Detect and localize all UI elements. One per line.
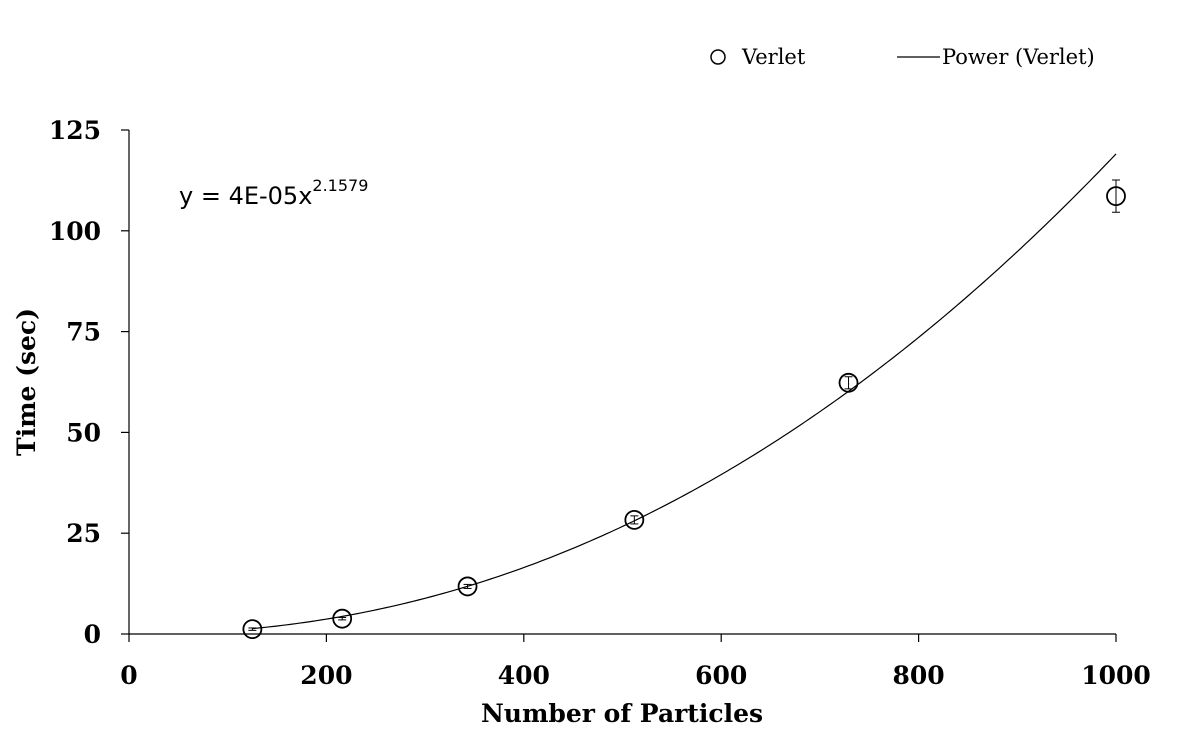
data-point-verlet xyxy=(838,372,859,393)
equation-exponent: 2.1579 xyxy=(312,176,368,195)
x-ticks: 0 200 400 600 800 1000 xyxy=(120,634,1151,690)
y-tick-label: 125 xyxy=(49,116,101,145)
x-axis-title: Number of Particles xyxy=(481,699,763,728)
data-point-verlet xyxy=(242,619,263,640)
legend-label-verlet: Verlet xyxy=(741,45,806,69)
legend: Verlet Power (Verlet) xyxy=(710,45,1095,69)
x-tick-label: 600 xyxy=(695,661,747,690)
trendline-power xyxy=(252,153,1117,630)
data-point-verlet xyxy=(457,576,478,597)
x-tick-label: 400 xyxy=(498,661,550,690)
x-tick-label: 800 xyxy=(893,661,945,690)
trendline-equation: y = 4E-05x2.1579 xyxy=(179,176,368,210)
axes xyxy=(128,130,1116,635)
data-point-verlet xyxy=(332,608,353,629)
x-tick-label: 0 xyxy=(120,661,137,690)
y-tick-label: 25 xyxy=(66,519,101,548)
x-tick-label: 200 xyxy=(300,661,352,690)
x-tick-label: 1000 xyxy=(1081,661,1151,690)
y-ticks: 0 25 50 75 100 125 xyxy=(49,116,129,649)
data-point-verlet xyxy=(624,509,645,530)
equation-base: y = 4E-05x xyxy=(179,182,312,210)
y-tick-label: 50 xyxy=(66,418,101,447)
legend-marker-verlet xyxy=(710,49,726,65)
y-axis-title: Time (sec) xyxy=(12,308,41,456)
y-tick-label: 0 xyxy=(84,620,101,649)
data-point-verlet xyxy=(1106,186,1126,207)
y-tick-label: 75 xyxy=(66,318,101,347)
legend-label-power: Power (Verlet) xyxy=(942,45,1095,69)
y-tick-label: 100 xyxy=(49,217,101,246)
data-points xyxy=(242,179,1126,640)
